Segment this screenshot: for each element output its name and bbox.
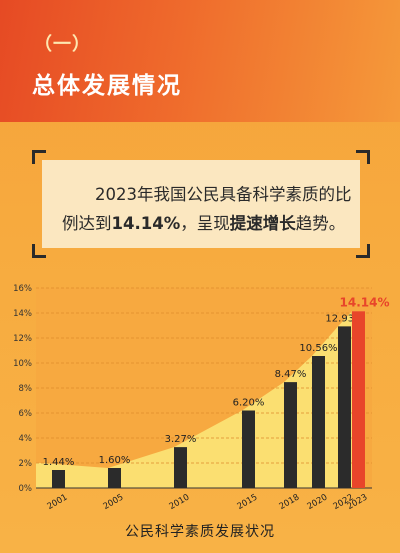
bar: [284, 382, 297, 488]
corner-bracket-top-right: [356, 150, 370, 164]
data-label: 10.56%: [299, 343, 337, 354]
data-label: 14.14%: [340, 295, 390, 309]
x-tick-label: 2015: [236, 493, 260, 512]
bar: [108, 468, 121, 488]
summary-part2: ，呈现: [180, 214, 230, 233]
section-number: （一）: [34, 34, 91, 55]
x-tick-label: 2010: [168, 493, 192, 512]
bar-highlight: [352, 311, 365, 488]
summary-highlight-phrase: 提速增长: [229, 214, 296, 233]
header-banner: （一） 总体发展情况: [0, 0, 400, 122]
data-label: 1.44%: [43, 457, 75, 468]
data-label: 6.20%: [233, 398, 265, 409]
corner-bracket-bottom-right: [356, 244, 370, 258]
summary-part3: 趋势。: [295, 214, 346, 233]
summary-highlight-value: 14.14%: [111, 214, 181, 233]
chart-title: 公民科学素质发展状况: [125, 524, 275, 540]
bar: [312, 356, 325, 488]
x-tick-label: 2001: [46, 493, 70, 512]
bar-chart: 0% 2% 4% 6% 8% 10% 12% 14% 16% 1.44% 2001 1.60% 2005…: [13, 284, 390, 512]
x-tick-label: 2005: [102, 493, 126, 512]
summary-part1: 2023年我国公民具备科学素质的比例达到: [62, 185, 352, 233]
section-title: 总体发展情况: [32, 73, 182, 99]
y-tick-label: 6%: [19, 409, 33, 419]
data-label: 1.60%: [99, 455, 131, 466]
x-tick-label: 2020: [306, 493, 330, 512]
y-tick-label: 0%: [19, 484, 33, 494]
x-tick-label: 2018: [278, 493, 302, 512]
y-tick-label: 12%: [13, 334, 32, 344]
summary-text: 2023年我国公民具备科学素质的比例达到14.14%，呈现提速增长趋势。: [62, 180, 352, 238]
trend-area: [36, 311, 365, 488]
data-label: 12.93%: [325, 313, 363, 324]
quote-box: 2023年我国公民具备科学素质的比例达到14.14%，呈现提速增长趋势。: [42, 160, 360, 248]
y-tick-label: 8%: [19, 384, 33, 394]
bar: [52, 470, 65, 488]
summary-quote: 2023年我国公民具备科学素质的比例达到14.14%，呈现提速增长趋势。: [32, 150, 370, 258]
y-tick-label: 14%: [13, 309, 32, 319]
y-tick-label: 2%: [19, 459, 33, 469]
bar: [338, 326, 351, 488]
data-label: 3.27%: [165, 434, 197, 445]
corner-bracket-bottom-left: [32, 244, 46, 258]
y-tick-label: 4%: [19, 434, 33, 444]
corner-bracket-top-left: [32, 150, 46, 164]
data-label: 8.47%: [275, 369, 307, 380]
y-tick-label: 16%: [13, 284, 32, 294]
bar: [174, 447, 187, 488]
bar: [242, 410, 255, 488]
y-tick-label: 10%: [13, 359, 32, 369]
